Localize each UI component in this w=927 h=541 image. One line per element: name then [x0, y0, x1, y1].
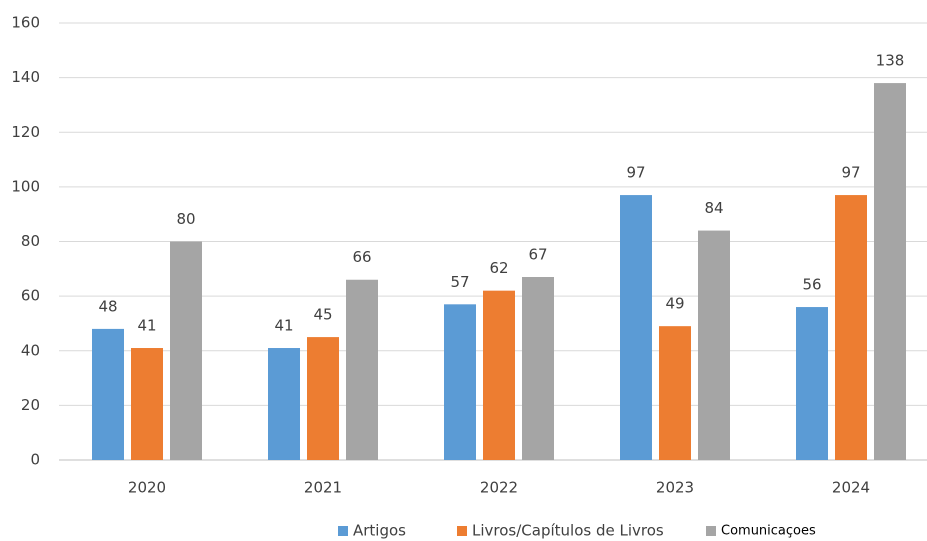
data-label: 57: [450, 273, 469, 291]
data-label: 41: [137, 317, 156, 335]
bar: [620, 195, 652, 460]
y-tick-label: 100: [11, 177, 40, 195]
y-tick-label: 140: [11, 68, 40, 86]
y-tick-label: 20: [21, 396, 40, 414]
legend-swatch: [338, 526, 348, 536]
bar: [796, 307, 828, 460]
data-label: 66: [352, 248, 371, 266]
bar: [835, 195, 867, 460]
legend-label: Artigos: [353, 522, 406, 540]
bar: [444, 304, 476, 460]
data-label: 97: [841, 164, 860, 182]
data-label: 67: [528, 246, 547, 264]
bar: [131, 348, 163, 460]
bar: [307, 337, 339, 460]
legend-label: Livros/Capítulos de Livros: [472, 522, 664, 540]
y-tick-label: 60: [21, 287, 40, 305]
legend-label: Comunicaçoes: [721, 524, 816, 539]
bar: [522, 277, 554, 460]
bar: [92, 328, 124, 460]
bar: [659, 326, 691, 460]
bar: [483, 290, 515, 460]
y-tick-label: 120: [11, 123, 40, 141]
y-tick-label: 160: [11, 14, 40, 32]
bar: [170, 241, 202, 460]
bar: [268, 348, 300, 460]
x-tick-label: 2022: [480, 479, 518, 497]
bar: [346, 279, 378, 460]
data-label: 80: [176, 210, 195, 228]
data-label: 48: [98, 297, 117, 315]
y-tick-label: 40: [21, 341, 40, 359]
bar: [874, 83, 906, 461]
x-tick-label: 2020: [128, 479, 166, 497]
bar: [698, 230, 730, 460]
data-label: 84: [704, 199, 723, 217]
data-label: 62: [489, 259, 508, 277]
data-label: 138: [876, 52, 905, 70]
legend-swatch: [457, 526, 467, 536]
x-tick-label: 2023: [656, 479, 694, 497]
data-label: 41: [274, 317, 293, 335]
x-tick-label: 2024: [832, 479, 870, 497]
y-tick-label: 0: [30, 451, 40, 469]
legend-swatch: [706, 526, 716, 536]
data-label: 49: [665, 295, 684, 313]
data-label: 56: [802, 276, 821, 294]
data-label: 97: [626, 164, 645, 182]
data-label: 45: [313, 306, 332, 324]
y-tick-label: 80: [21, 232, 40, 250]
x-tick-label: 2021: [304, 479, 342, 497]
